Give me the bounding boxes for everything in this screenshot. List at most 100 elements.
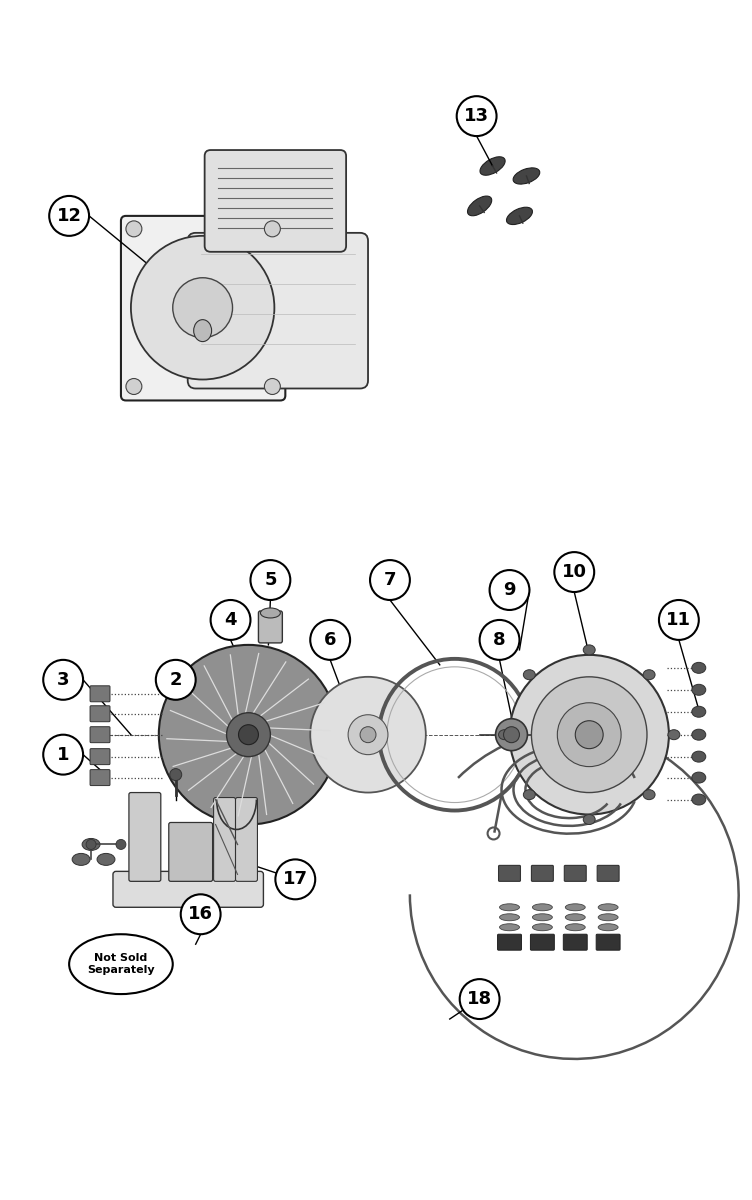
- FancyBboxPatch shape: [596, 935, 620, 950]
- Circle shape: [180, 894, 220, 935]
- FancyBboxPatch shape: [532, 865, 553, 881]
- FancyBboxPatch shape: [90, 706, 110, 721]
- FancyBboxPatch shape: [563, 935, 587, 950]
- Circle shape: [348, 715, 388, 755]
- FancyBboxPatch shape: [564, 865, 587, 881]
- Circle shape: [43, 734, 83, 774]
- FancyBboxPatch shape: [597, 865, 619, 881]
- Circle shape: [557, 703, 621, 767]
- Ellipse shape: [598, 924, 618, 931]
- Ellipse shape: [692, 772, 706, 784]
- Ellipse shape: [692, 684, 706, 695]
- Ellipse shape: [72, 853, 90, 865]
- Ellipse shape: [260, 608, 280, 618]
- Circle shape: [173, 277, 232, 337]
- Ellipse shape: [692, 730, 706, 740]
- Ellipse shape: [513, 168, 540, 184]
- Ellipse shape: [692, 662, 706, 673]
- Circle shape: [265, 221, 280, 236]
- Ellipse shape: [499, 913, 520, 920]
- FancyBboxPatch shape: [259, 611, 282, 643]
- Text: 5: 5: [264, 571, 277, 589]
- Circle shape: [211, 600, 250, 640]
- FancyBboxPatch shape: [530, 935, 554, 950]
- Circle shape: [532, 677, 647, 792]
- Ellipse shape: [692, 751, 706, 762]
- Circle shape: [659, 600, 699, 640]
- FancyBboxPatch shape: [90, 686, 110, 702]
- Ellipse shape: [584, 815, 595, 824]
- Circle shape: [311, 620, 350, 660]
- FancyBboxPatch shape: [168, 822, 213, 881]
- Text: 13: 13: [464, 107, 489, 125]
- FancyBboxPatch shape: [205, 150, 346, 252]
- Text: 2: 2: [169, 671, 182, 689]
- Circle shape: [510, 655, 669, 815]
- Ellipse shape: [566, 913, 585, 920]
- FancyBboxPatch shape: [90, 769, 110, 786]
- FancyBboxPatch shape: [214, 798, 235, 881]
- FancyBboxPatch shape: [499, 865, 520, 881]
- Circle shape: [275, 859, 315, 899]
- Ellipse shape: [69, 935, 173, 994]
- Ellipse shape: [692, 707, 706, 718]
- Circle shape: [250, 560, 290, 600]
- Ellipse shape: [692, 794, 706, 805]
- Text: 3: 3: [57, 671, 69, 689]
- Circle shape: [49, 196, 89, 236]
- FancyBboxPatch shape: [129, 792, 161, 881]
- Circle shape: [265, 378, 280, 395]
- Ellipse shape: [499, 730, 511, 739]
- Ellipse shape: [668, 730, 680, 739]
- Circle shape: [238, 725, 259, 745]
- Text: 10: 10: [562, 563, 587, 581]
- Ellipse shape: [507, 208, 532, 224]
- Text: 6: 6: [324, 631, 336, 649]
- Text: 8: 8: [493, 631, 506, 649]
- Ellipse shape: [598, 913, 618, 920]
- Circle shape: [86, 840, 96, 850]
- Text: 4: 4: [224, 611, 237, 629]
- Ellipse shape: [532, 924, 553, 931]
- Circle shape: [126, 378, 142, 395]
- Ellipse shape: [584, 644, 595, 655]
- FancyBboxPatch shape: [90, 727, 110, 743]
- Ellipse shape: [566, 904, 585, 911]
- FancyBboxPatch shape: [498, 935, 521, 950]
- Circle shape: [490, 570, 529, 610]
- Ellipse shape: [566, 924, 585, 931]
- Text: 12: 12: [56, 206, 82, 224]
- Ellipse shape: [194, 319, 211, 342]
- Circle shape: [170, 769, 182, 780]
- Text: 1: 1: [57, 745, 69, 763]
- Ellipse shape: [97, 853, 115, 865]
- Circle shape: [116, 840, 126, 850]
- Text: 7: 7: [384, 571, 396, 589]
- FancyBboxPatch shape: [121, 216, 285, 401]
- Circle shape: [459, 979, 499, 1019]
- Circle shape: [456, 96, 496, 136]
- Circle shape: [575, 721, 603, 749]
- Circle shape: [156, 660, 196, 700]
- Ellipse shape: [499, 924, 520, 931]
- Circle shape: [496, 719, 527, 751]
- Text: 11: 11: [666, 611, 691, 629]
- FancyBboxPatch shape: [113, 871, 263, 907]
- FancyBboxPatch shape: [90, 749, 110, 764]
- Circle shape: [370, 560, 410, 600]
- Circle shape: [554, 552, 594, 592]
- Ellipse shape: [523, 790, 535, 799]
- Circle shape: [159, 644, 338, 824]
- Ellipse shape: [523, 670, 535, 679]
- Circle shape: [131, 236, 274, 379]
- Ellipse shape: [532, 904, 553, 911]
- Circle shape: [360, 727, 376, 743]
- Ellipse shape: [598, 904, 618, 911]
- Ellipse shape: [532, 913, 553, 920]
- Text: 9: 9: [503, 581, 516, 599]
- Ellipse shape: [468, 196, 492, 216]
- Text: 16: 16: [188, 905, 213, 923]
- Circle shape: [504, 727, 520, 743]
- Circle shape: [43, 660, 83, 700]
- Text: 18: 18: [467, 990, 492, 1008]
